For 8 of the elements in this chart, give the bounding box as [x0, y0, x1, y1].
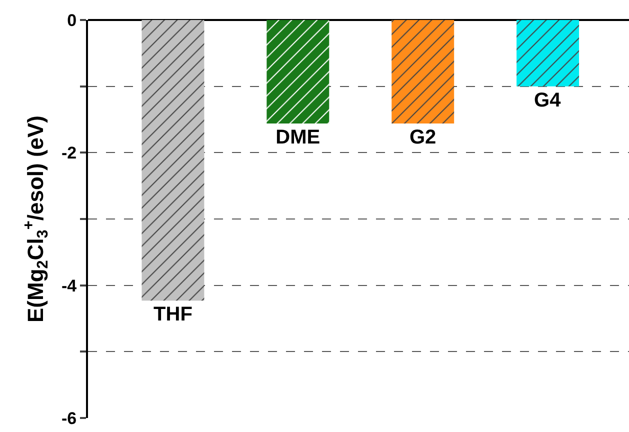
y-tick-label: -4 — [61, 276, 78, 296]
y-tick-label: -6 — [61, 408, 77, 428]
y-tick-label: 0 — [67, 10, 77, 30]
y-tick-label: -2 — [61, 144, 77, 163]
x-tick-label: THF — [154, 304, 192, 326]
x-tick-label: G2 — [410, 126, 436, 148]
x-tick-label: G4 — [534, 89, 562, 112]
x-tick-label: DME — [276, 126, 320, 148]
